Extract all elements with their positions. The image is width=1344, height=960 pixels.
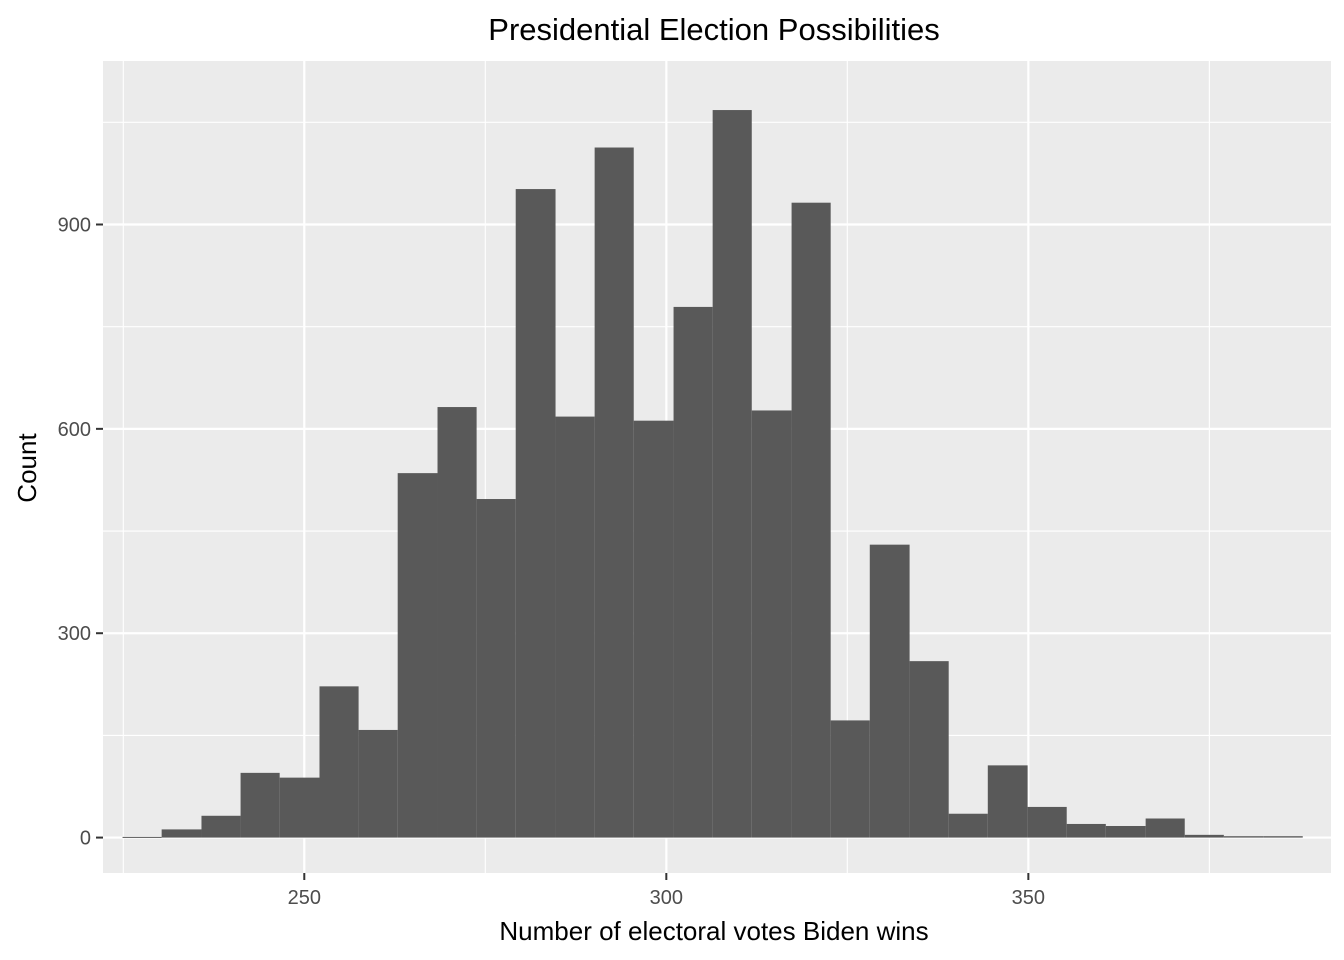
- histogram-bar: [830, 720, 870, 838]
- x-axis-title: Number of electoral votes Biden wins: [499, 916, 928, 946]
- histogram-bar: [476, 499, 516, 838]
- x-tick-label: 300: [650, 887, 683, 909]
- histogram-bar: [1184, 834, 1224, 838]
- histogram-bar: [1145, 818, 1185, 838]
- histogram-bar: [358, 729, 398, 838]
- histogram-bar: [555, 416, 595, 838]
- histogram-bar: [240, 772, 280, 838]
- y-tick-label: 600: [58, 419, 91, 441]
- histogram-bar: [948, 813, 988, 838]
- histogram-bar: [201, 815, 241, 838]
- histogram-bar: [319, 686, 359, 838]
- histogram-bar: [673, 306, 713, 838]
- histogram-bar: [791, 202, 831, 838]
- histogram-bar: [122, 836, 162, 838]
- axis-tick-labels: 250 300 350 0 300 600 900: [58, 214, 1045, 909]
- x-tick-label: 350: [1012, 887, 1045, 909]
- histogram-bar: [1066, 823, 1106, 838]
- histogram-bar: [397, 473, 438, 838]
- histogram-bar: [909, 661, 949, 838]
- y-tick-label: 0: [80, 828, 91, 850]
- histogram-bar: [869, 544, 910, 838]
- histogram-bar: [633, 420, 674, 838]
- y-tick-label: 300: [58, 623, 91, 645]
- histogram-bar: [712, 110, 752, 838]
- histogram-bar: [1105, 825, 1146, 838]
- histogram-bar: [594, 147, 634, 838]
- histogram-bar: [987, 765, 1028, 838]
- histogram-bar: [515, 189, 556, 838]
- chart-title: Presidential Election Possibilities: [488, 12, 939, 47]
- histogram-bar: [161, 829, 202, 838]
- x-tick-label: 250: [288, 887, 321, 909]
- histogram-bar: [279, 777, 320, 838]
- histogram-bar: [1223, 836, 1264, 838]
- axis-ticks: [96, 223, 1030, 880]
- histogram-bar: [437, 407, 477, 838]
- histogram-bar: [751, 410, 792, 838]
- histogram-bar: [1027, 806, 1067, 838]
- y-tick-label: 900: [58, 214, 91, 236]
- y-axis-title: Count: [12, 433, 42, 503]
- histogram-bars: [122, 110, 1303, 838]
- histogram-bar: [1263, 836, 1303, 838]
